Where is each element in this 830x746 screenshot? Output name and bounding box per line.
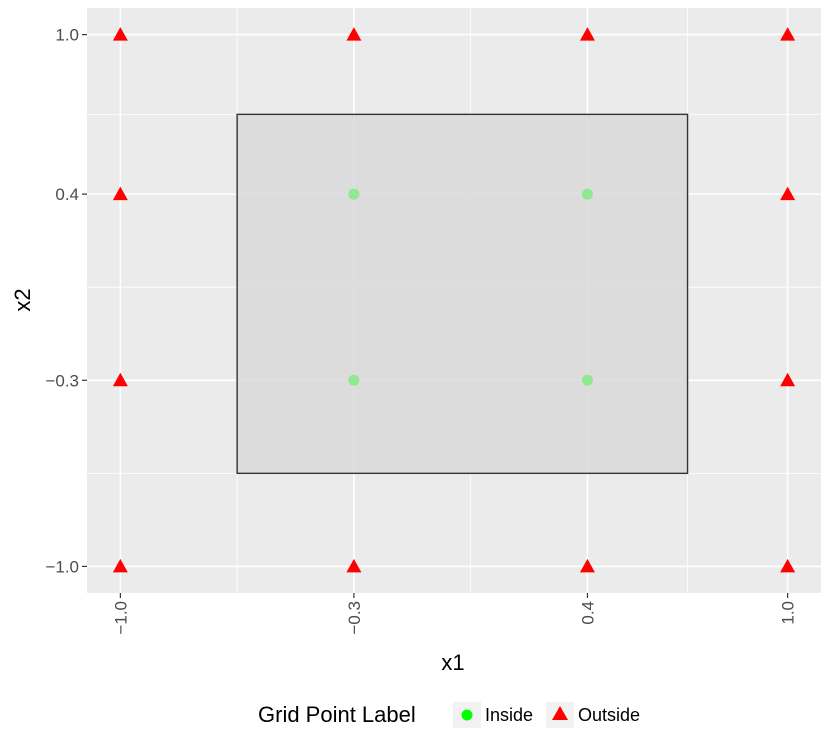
outside-point: [780, 558, 796, 573]
inside-point: [581, 374, 593, 386]
y-axis-title: x2: [10, 288, 35, 311]
legend-label-outside: Outside: [578, 705, 640, 725]
outside-point: [780, 186, 796, 201]
inside-point: [581, 188, 593, 200]
y-tick-label: 0.4: [55, 185, 79, 204]
x-tick-labels: −1.0 −0.3 0.4 1.0: [111, 601, 797, 635]
inside-point: [348, 374, 360, 386]
major-gridlines: [87, 8, 821, 593]
y-tick-labels: −1.0 −0.3 0.4 1.0: [45, 26, 79, 577]
legend-label-inside: Inside: [485, 705, 533, 725]
x-tick-label: 1.0: [779, 601, 798, 625]
inside-point: [348, 188, 360, 200]
x-tick-label: −1.0: [111, 601, 130, 635]
outside-point: [112, 558, 128, 573]
outside-point: [579, 27, 595, 41]
outside-point: [346, 558, 362, 573]
x-axis-title: x1: [441, 650, 464, 675]
data-points: [112, 27, 796, 573]
outside-point: [112, 186, 128, 201]
outside-point: [780, 27, 796, 41]
outside-point: [346, 27, 362, 41]
axis-ticks: [82, 33, 789, 598]
y-tick-label: 1.0: [55, 26, 79, 45]
legend: Grid Point Label Inside Outside: [258, 702, 640, 728]
outside-point: [112, 372, 128, 387]
legend-key-inside: [461, 709, 473, 721]
x-tick-label: 0.4: [578, 601, 597, 625]
outside-point: [112, 27, 128, 41]
y-tick-label: −1.0: [45, 557, 79, 576]
outside-point: [780, 372, 796, 387]
y-tick-label: −0.3: [45, 371, 79, 390]
outside-point: [579, 558, 595, 573]
legend-key-outside: [552, 706, 568, 720]
x-tick-label: −0.3: [345, 601, 364, 635]
inside-region-rectangle: [236, 113, 689, 475]
legend-title: Grid Point Label: [258, 702, 416, 727]
